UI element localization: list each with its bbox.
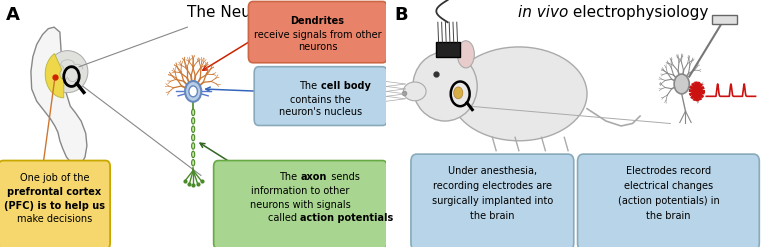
Text: One job of the: One job of the	[20, 173, 90, 183]
Text: axon: axon	[300, 172, 327, 182]
Text: information to other: information to other	[251, 186, 350, 196]
Ellipse shape	[191, 160, 195, 166]
Polygon shape	[31, 27, 87, 165]
Text: Under anesthesia,: Under anesthesia,	[448, 166, 537, 176]
Ellipse shape	[413, 52, 477, 121]
Ellipse shape	[191, 151, 195, 158]
Text: cell body: cell body	[321, 82, 370, 91]
FancyBboxPatch shape	[213, 161, 387, 247]
Text: The: The	[279, 172, 300, 182]
Polygon shape	[712, 15, 737, 24]
Text: (action potentials) in: (action potentials) in	[617, 196, 719, 206]
Text: Dendrites: Dendrites	[291, 16, 344, 26]
FancyBboxPatch shape	[254, 67, 387, 125]
Ellipse shape	[403, 82, 426, 101]
FancyBboxPatch shape	[0, 161, 110, 247]
Text: receive signals from other: receive signals from other	[254, 30, 382, 40]
Ellipse shape	[185, 81, 201, 102]
Ellipse shape	[457, 41, 474, 68]
Circle shape	[454, 87, 463, 99]
Text: The: The	[299, 82, 321, 91]
Ellipse shape	[191, 143, 195, 149]
FancyBboxPatch shape	[435, 42, 461, 57]
Text: electrophysiology: electrophysiology	[568, 5, 708, 20]
Text: electrical changes: electrical changes	[624, 181, 713, 191]
Ellipse shape	[191, 126, 195, 132]
FancyBboxPatch shape	[578, 154, 760, 247]
Text: make decisions: make decisions	[17, 214, 92, 224]
Text: action potentials: action potentials	[300, 213, 393, 223]
Ellipse shape	[47, 51, 88, 93]
FancyBboxPatch shape	[411, 154, 574, 247]
Text: (PFC) is to help us: (PFC) is to help us	[4, 201, 105, 210]
Text: The Neuron: The Neuron	[187, 5, 276, 20]
FancyBboxPatch shape	[249, 1, 387, 63]
Text: the brain: the brain	[470, 211, 515, 221]
Text: contains the: contains the	[290, 95, 351, 105]
Text: B: B	[394, 6, 408, 24]
Ellipse shape	[451, 47, 587, 141]
Text: called: called	[268, 213, 300, 223]
Circle shape	[189, 86, 197, 97]
Ellipse shape	[191, 118, 195, 124]
Text: neuron's nucleus: neuron's nucleus	[279, 107, 362, 117]
Wedge shape	[45, 54, 63, 98]
Text: in vivo: in vivo	[518, 5, 568, 20]
Text: Electrodes record: Electrodes record	[626, 166, 711, 176]
Text: recording electrodes are: recording electrodes are	[433, 181, 552, 191]
Text: neurons with signals: neurons with signals	[250, 200, 350, 209]
Text: surgically implanted into: surgically implanted into	[431, 196, 553, 206]
Text: A: A	[6, 6, 20, 24]
Ellipse shape	[191, 134, 195, 141]
Ellipse shape	[191, 109, 195, 116]
Text: the brain: the brain	[646, 211, 691, 221]
Ellipse shape	[674, 74, 689, 94]
Text: sends: sends	[300, 172, 360, 182]
Text: neurons: neurons	[298, 42, 337, 52]
Text: prefrontal cortex: prefrontal cortex	[8, 187, 102, 197]
